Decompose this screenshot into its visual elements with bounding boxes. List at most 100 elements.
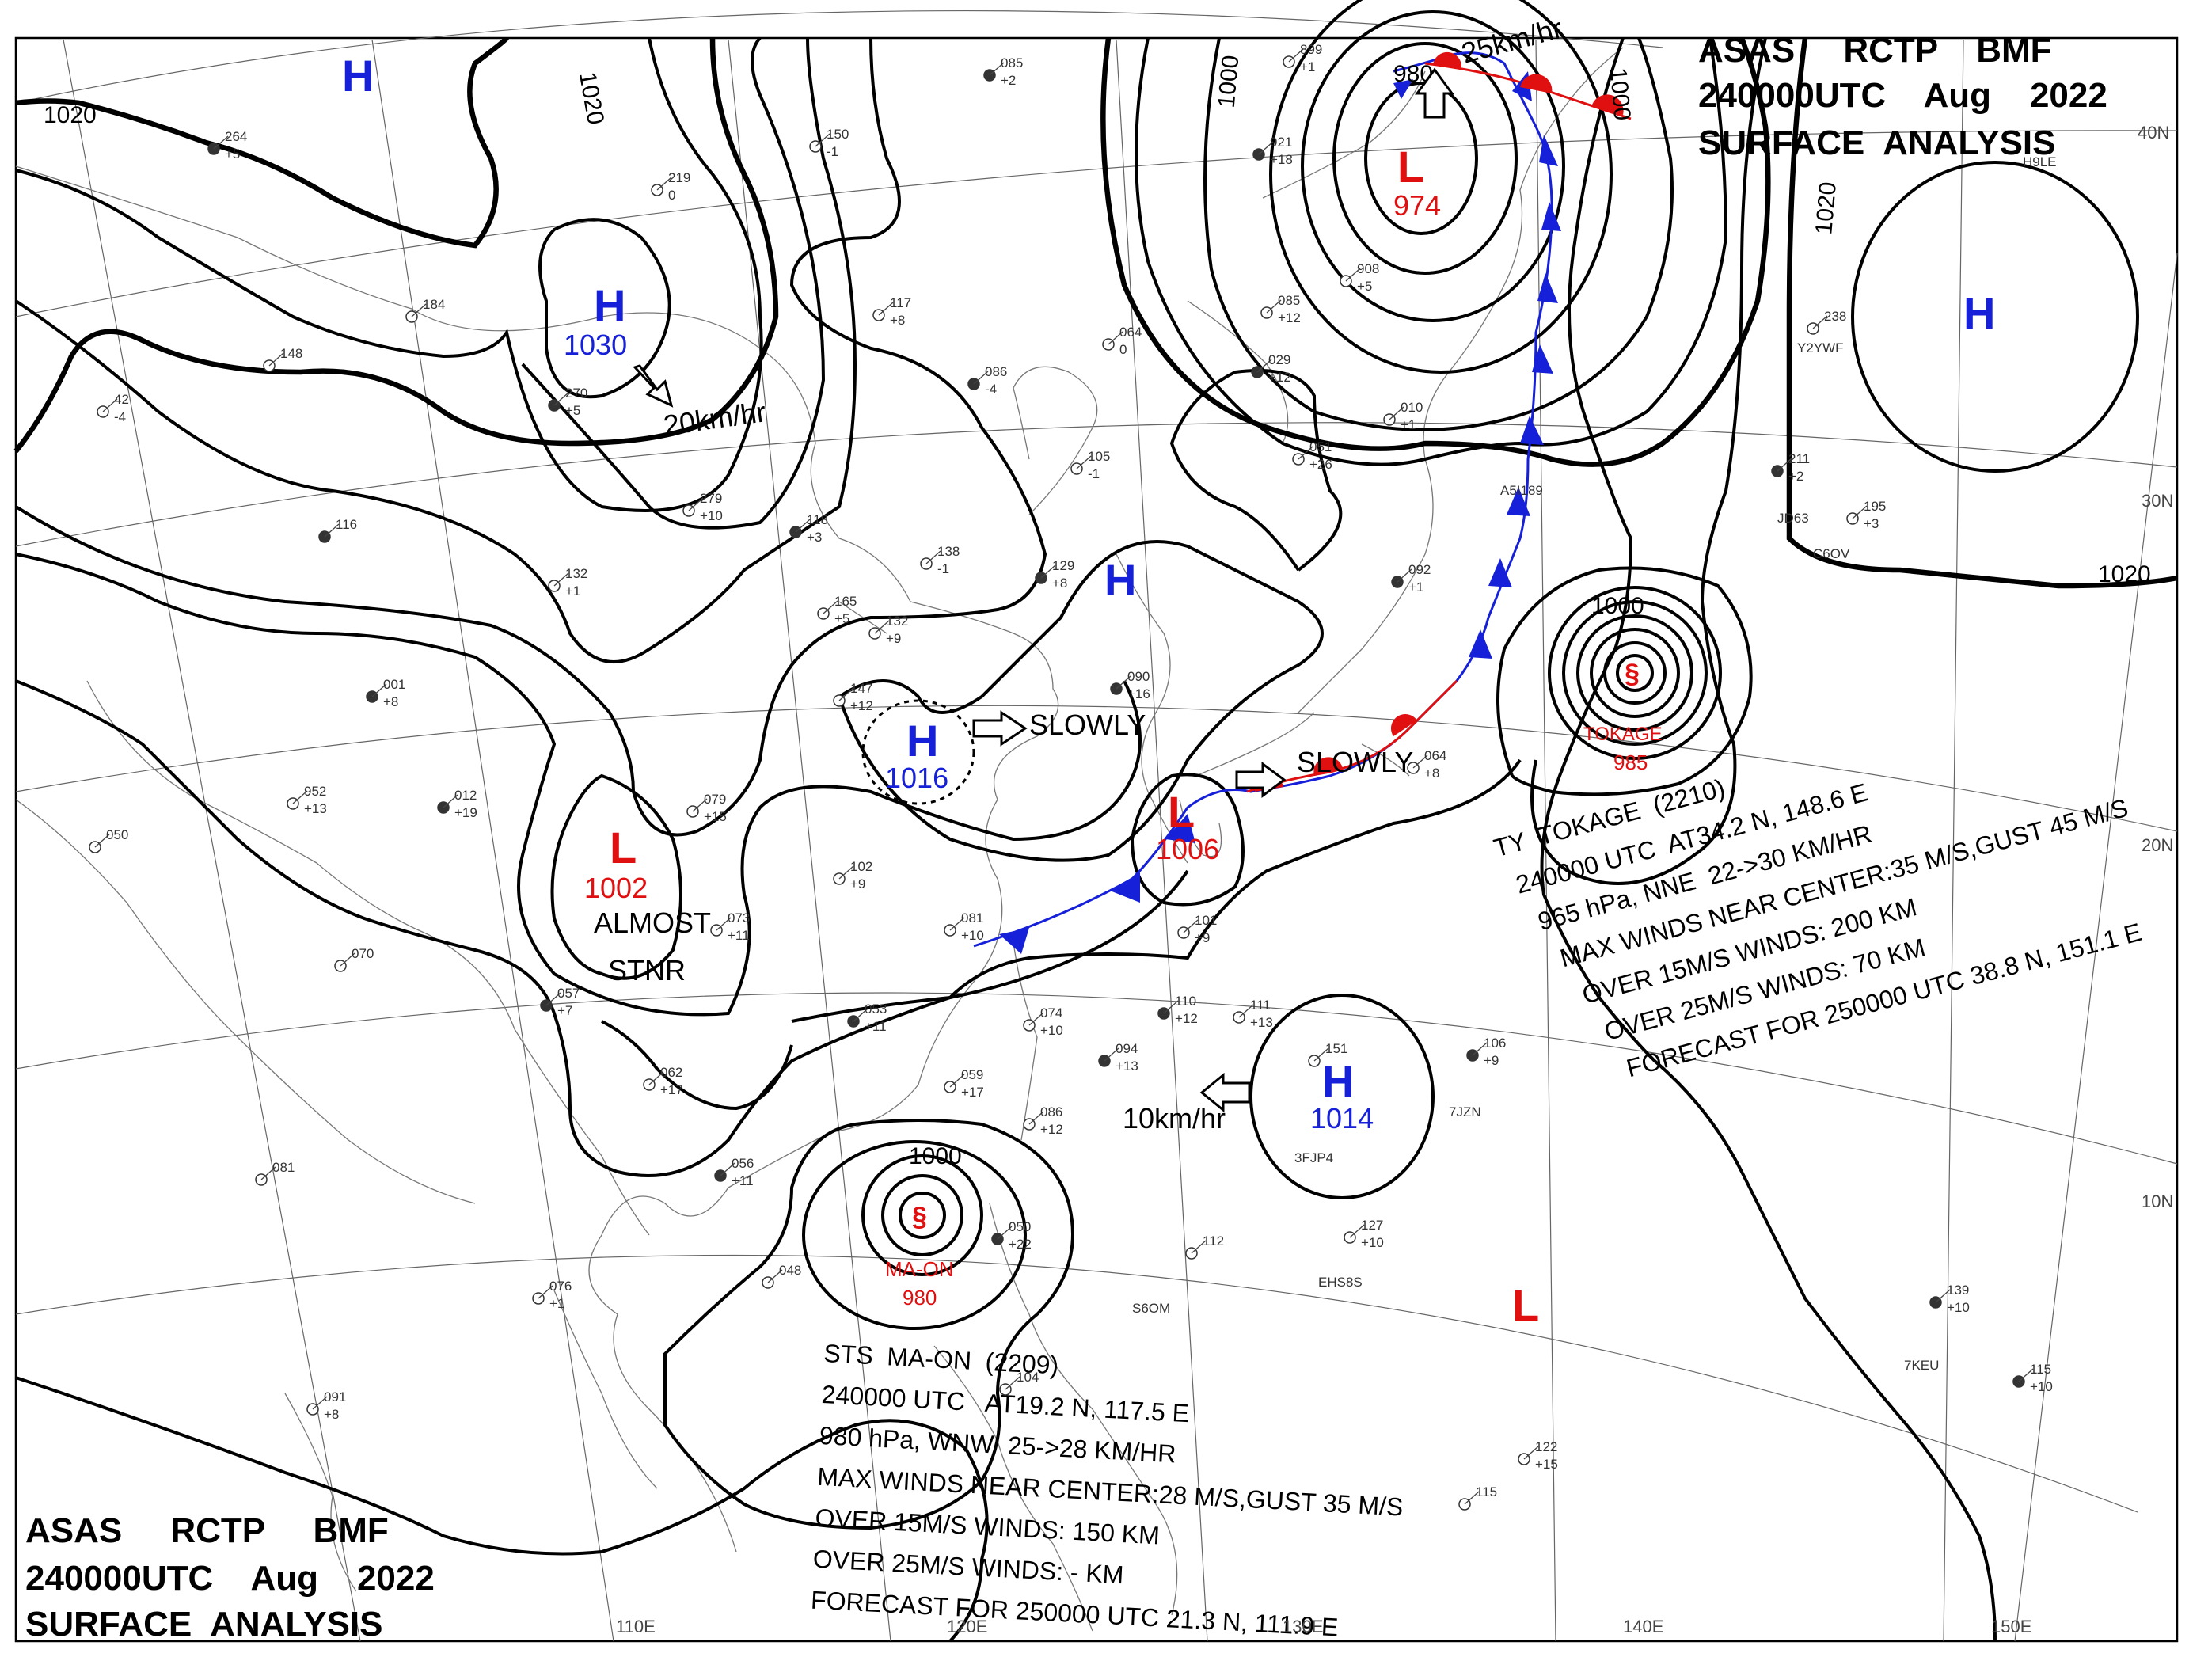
- wind-barb: [997, 1226, 1013, 1240]
- ship-ids: H9LE Y2YWF JD63 C6OV A5I189 7JZN 3FJP4 E…: [1132, 154, 2057, 1373]
- station-tendency: +13: [1250, 1015, 1273, 1030]
- station-pressure: 952: [304, 784, 326, 799]
- station-tendency: +5: [225, 146, 240, 162]
- wind-barb: [1288, 48, 1304, 63]
- station-plot: 118+3: [789, 512, 828, 545]
- high-mongolia-pressure: 1030: [564, 329, 627, 361]
- wind-barb: [1108, 331, 1123, 345]
- motion-arrow: [633, 364, 674, 408]
- station-plot: 056+11: [714, 1156, 754, 1188]
- lon-label: 150E: [1991, 1617, 2031, 1636]
- station-tendency: -4: [114, 409, 126, 424]
- station-plot: 051+26: [1292, 439, 1332, 472]
- station-plot: 147+12: [833, 681, 873, 713]
- lon-label: 110E: [616, 1617, 656, 1636]
- wind-barb: [692, 798, 708, 812]
- station-pressure: 270: [565, 386, 587, 401]
- high-china-outline: [861, 699, 975, 805]
- station-plot: 151: [1308, 1041, 1347, 1067]
- station-pressure: 279: [700, 491, 722, 506]
- wind-barb: [102, 398, 118, 412]
- station-plot: 952+13: [287, 784, 327, 816]
- station-pressure: 101: [1195, 913, 1217, 928]
- motion-arrow: [1199, 1072, 1251, 1113]
- station-tendency: +10: [1040, 1023, 1063, 1038]
- wind-barb: [1349, 1224, 1365, 1238]
- station-pressure: 056: [732, 1156, 754, 1171]
- station-plot: 132+1: [548, 566, 587, 599]
- header-line: ASAS RCTP BMF: [1698, 31, 2052, 70]
- station-pressure: 057: [557, 986, 580, 1001]
- wind-barb: [949, 1074, 965, 1088]
- wind-barb: [1116, 675, 1131, 690]
- station-plot: 139+10: [1929, 1283, 1970, 1315]
- station-pressure: 219: [668, 170, 690, 185]
- station-plot: 086+12: [1023, 1104, 1063, 1137]
- typhoon-tokage: § TOKAGE 985: [1583, 659, 1663, 774]
- station-plot: 110+12: [1157, 994, 1198, 1026]
- wind-barb: [1104, 1047, 1119, 1062]
- low-tibet-motion-1: ALMOST: [594, 907, 711, 939]
- wind-barb: [1183, 919, 1199, 933]
- wind-barb: [94, 834, 110, 848]
- station-plot: 138-1: [920, 544, 960, 576]
- storm-name: MA-ON: [885, 1257, 954, 1281]
- storm-maon: § MA-ON 980: [885, 1202, 954, 1309]
- typhoon-icon: §: [912, 1202, 927, 1232]
- wind-barb: [1464, 1491, 1480, 1505]
- wind-barb: [1256, 359, 1272, 373]
- low-pacific-letter: L: [1512, 1280, 1539, 1330]
- wind-barb: [292, 790, 308, 804]
- station-plot: 165+5: [817, 594, 857, 626]
- high-pacific-pressure: 1014: [1310, 1102, 1374, 1135]
- station-tendency: +12: [1268, 370, 1291, 385]
- station-plot: 279+10: [682, 491, 723, 523]
- station-tendency: +8: [1052, 576, 1067, 591]
- wind-barb: [324, 523, 340, 538]
- wind-barb: [815, 133, 830, 147]
- wind-barb: [1163, 1000, 1179, 1014]
- station-pressure: 064: [1424, 748, 1446, 763]
- station-pressure: 001: [383, 677, 405, 692]
- station-tendency: +13: [304, 801, 327, 816]
- station-plot: 010+1: [1383, 400, 1423, 432]
- station-pressure: 921: [1270, 135, 1292, 150]
- wind-barb: [949, 917, 965, 931]
- lat-lon-grid: [15, 10, 2178, 1642]
- low-taiwan-letter: L: [1168, 787, 1195, 837]
- low-taiwan-pressure: 1006: [1156, 833, 1219, 865]
- station-tendency: +12: [1175, 1011, 1198, 1026]
- station-pressure: 147: [850, 681, 872, 696]
- station-plot: 122+15: [1518, 1439, 1558, 1472]
- station-tendency: +18: [1270, 152, 1293, 167]
- station-plot: 127+10: [1344, 1218, 1384, 1250]
- station-tendency: +8: [383, 694, 398, 709]
- station-pressure: 150: [827, 127, 849, 142]
- station-plot: 081+10: [944, 910, 984, 943]
- header-bottom-left: ASAS RCTP BMF 240000UTC Aug 2022 SURFACE…: [25, 1511, 435, 1644]
- ship-id: 7KEU: [1904, 1358, 1939, 1373]
- station-pressure: 899: [1300, 42, 1322, 57]
- station-plot: 081: [255, 1160, 295, 1186]
- wind-barb: [1266, 299, 1282, 314]
- station-plot: 184: [405, 297, 445, 323]
- wind-barb: [213, 135, 229, 150]
- wind-barb: [1040, 564, 1056, 579]
- station-tendency: +1: [1408, 580, 1423, 595]
- station-pressure: 110: [1175, 994, 1196, 1009]
- station-tendency: +22: [1009, 1237, 1032, 1252]
- station-plot: 050: [89, 827, 128, 853]
- station-pressure: 086: [985, 364, 1007, 379]
- lon-label: 140E: [1623, 1617, 1663, 1636]
- station-tendency: +10: [2030, 1379, 2053, 1394]
- station-tendency: +2: [1788, 469, 1803, 484]
- motion-arrow: [1415, 67, 1454, 119]
- map-frame: [14, 36, 2179, 1643]
- station-plot: 264+5: [207, 129, 247, 162]
- lat-label: 40N: [2138, 123, 2169, 143]
- station-tendency: +10: [961, 928, 984, 943]
- station-tendency: +5: [565, 403, 580, 418]
- station-tendency: +10: [700, 508, 723, 523]
- isobar-label: 1020: [2098, 561, 2151, 587]
- station-tendency: +10: [1947, 1300, 1970, 1315]
